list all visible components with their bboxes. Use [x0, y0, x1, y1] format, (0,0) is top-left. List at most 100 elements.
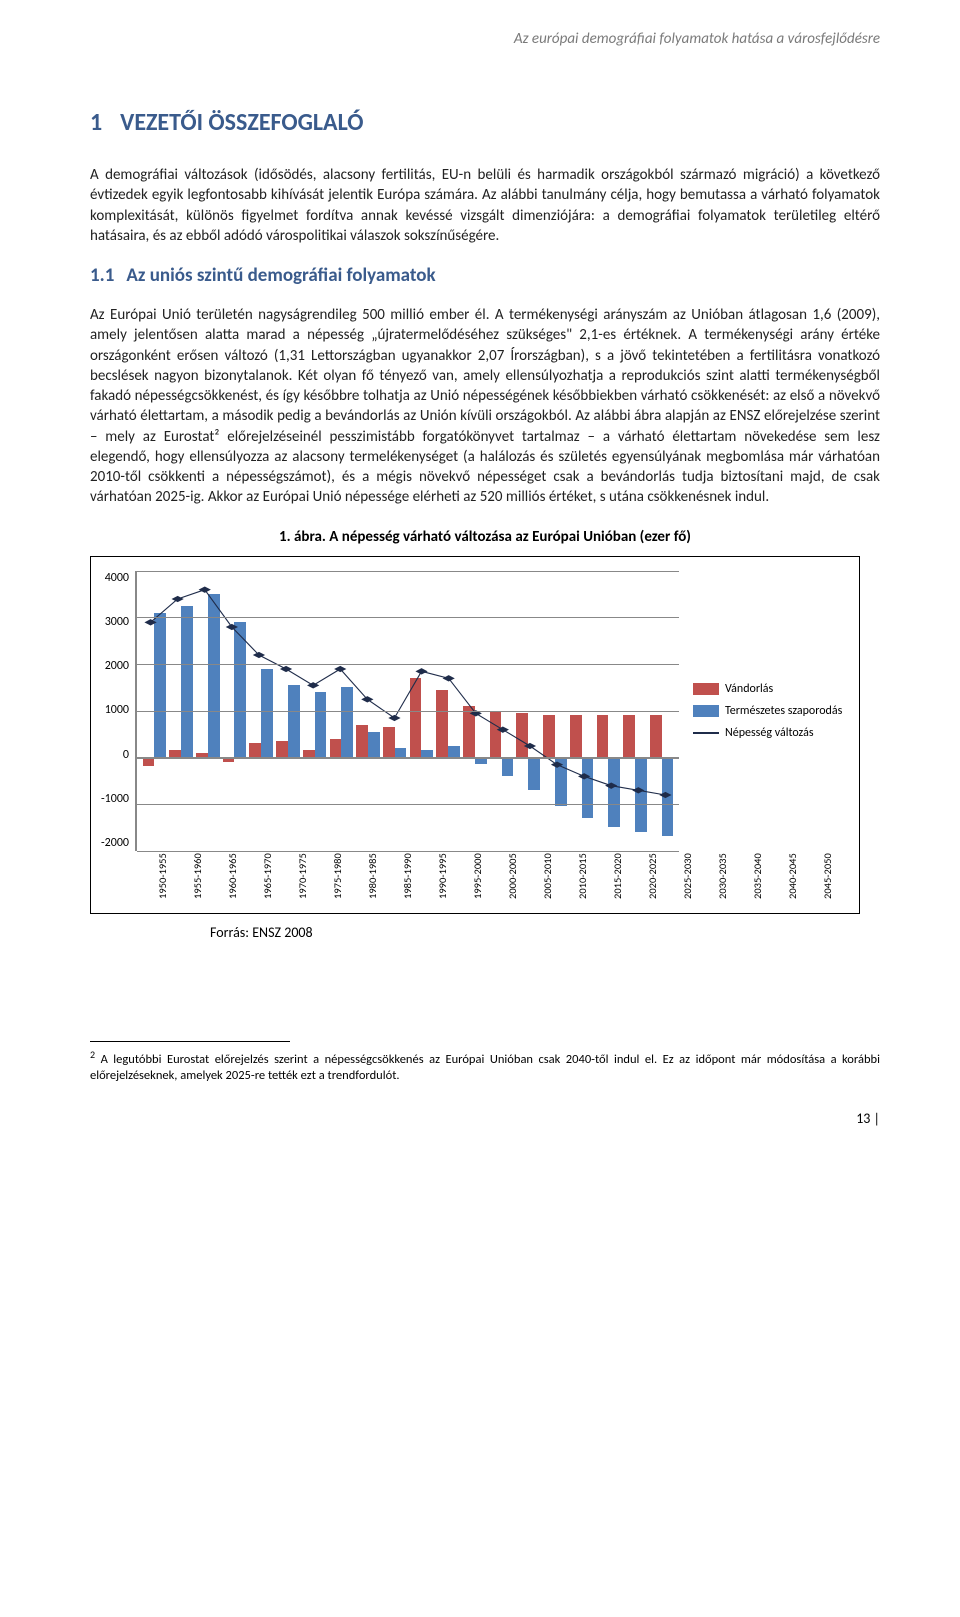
chart-plot-area: [135, 571, 679, 851]
x-tick: 1970-1975: [285, 853, 320, 909]
footnote-text: A legutóbbi Eurostat előrejelzés szerint…: [90, 1052, 880, 1083]
x-tick: 1955-1960: [180, 853, 215, 909]
legend-swatch-migration: [693, 683, 719, 695]
bar-natural: [448, 746, 460, 758]
x-tick: 2040-2045: [775, 853, 810, 909]
bar-natural: [368, 732, 380, 758]
x-tick: 2030-2035: [705, 853, 740, 909]
footnote: 2 A legutóbbi Eurostat előrejelzés szeri…: [90, 1048, 880, 1085]
chart-caption-text: A népesség várható változása az Európai …: [329, 528, 691, 546]
bar-migration: [303, 750, 315, 757]
bar-migration: [383, 727, 395, 757]
chart-caption: 1. ábra. A népesség várható változása az…: [90, 528, 880, 546]
legend-popchange: Népesség változás: [693, 726, 849, 740]
x-tick: 2045-2050: [810, 853, 845, 909]
legend-swatch-natural: [693, 705, 719, 717]
x-tick: 2020-2025: [635, 853, 670, 909]
y-tick: -1000: [101, 792, 129, 806]
gridline: [137, 617, 679, 618]
bar-natural: [395, 748, 407, 757]
y-tick: -2000: [101, 836, 129, 850]
running-header: Az európai demográfiai folyamatok hatása…: [90, 30, 880, 48]
bar-natural: [662, 757, 674, 836]
x-tick: 1990-1995: [425, 853, 460, 909]
bar-natural: [234, 622, 246, 757]
x-tick: 1960-1965: [215, 853, 250, 909]
x-tick: 1980-1985: [355, 853, 390, 909]
x-tick: 2025-2030: [670, 853, 705, 909]
y-tick: 4000: [105, 571, 129, 585]
bar-natural: [608, 757, 620, 827]
gridline: [137, 851, 679, 852]
x-axis: 1950-19551955-19601960-19651965-19701970…: [141, 853, 849, 909]
subsection-title: 1.1 Az uniós szintű demográfiai folyamato…: [90, 264, 880, 287]
paragraph-intro: A demográfiai változások (idősödés, alac…: [90, 165, 880, 246]
bar-natural: [154, 613, 166, 758]
x-tick: 2015-2020: [600, 853, 635, 909]
bar-natural: [635, 757, 647, 832]
bar-migration: [543, 715, 555, 757]
bar-natural: [341, 687, 353, 757]
gridline: [137, 664, 679, 665]
page-number: 13 |: [90, 1110, 880, 1127]
footnote-marker: 2: [90, 1048, 95, 1061]
bar-migration: [623, 715, 635, 757]
bar-migration: [249, 743, 261, 757]
y-tick: 2000: [105, 659, 129, 673]
chart-legend: Vándorlás Természetes szaporodás Népessé…: [679, 571, 849, 851]
bar-migration: [410, 678, 422, 757]
legend-natural: Természetes szaporodás: [693, 704, 849, 718]
bar-migration: [330, 739, 342, 758]
bar-migration: [597, 715, 609, 757]
legend-label-popchange: Népesség változás: [725, 726, 814, 740]
subsection-number: 1.1: [90, 264, 114, 287]
legend-line-popchange: [693, 732, 719, 734]
bar-natural: [288, 685, 300, 757]
x-tick: 2010-2015: [565, 853, 600, 909]
bar-natural: [582, 757, 594, 818]
bar-migration: [570, 715, 582, 757]
x-tick: 1965-1970: [250, 853, 285, 909]
bar-migration: [436, 690, 448, 758]
bar-migration: [516, 713, 528, 757]
footnote-separator: [90, 1041, 290, 1042]
bar-migration: [276, 741, 288, 757]
legend-label-migration: Vándorlás: [725, 682, 773, 696]
bar-migration: [356, 725, 368, 758]
x-tick: 1995-2000: [460, 853, 495, 909]
section-title-text: VEZETŐI ÖSSZEFOGLALÓ: [120, 108, 363, 137]
y-tick: 3000: [105, 615, 129, 629]
legend-label-natural: Természetes szaporodás: [725, 704, 842, 718]
y-tick: 0: [123, 748, 129, 762]
bar-natural: [208, 594, 220, 757]
chart-source: Forrás: ENSZ 2008: [210, 924, 880, 941]
legend-migration: Vándorlás: [693, 682, 849, 696]
gridline: [137, 804, 679, 805]
bar-natural: [528, 757, 540, 790]
section-title: 1 VEZETŐI ÖSSZEFOGLALÓ: [90, 108, 880, 137]
x-tick: 2000-2005: [495, 853, 530, 909]
x-tick: 1950-1955: [145, 853, 180, 909]
bar-natural: [421, 750, 433, 757]
bar-migration: [169, 750, 181, 757]
population-chart: 4000 3000 2000 1000 0 -1000 -2000 Vándorlás Te…: [90, 556, 860, 914]
section-number: 1: [90, 108, 102, 137]
bar-natural: [315, 692, 327, 757]
bar-natural: [502, 757, 514, 776]
bar-natural: [181, 606, 193, 758]
paragraph-main: Az Európai Unió területén nagyságrendile…: [90, 305, 880, 508]
bar-natural: [261, 669, 273, 758]
x-tick: 2005-2010: [530, 853, 565, 909]
x-tick: 1985-1990: [390, 853, 425, 909]
x-tick: 1975-1980: [320, 853, 355, 909]
subsection-title-text: Az uniós szintű demográfiai folyamatok: [126, 264, 435, 287]
gridline: [137, 711, 679, 712]
bar-natural: [555, 757, 567, 806]
bar-migration: [490, 711, 502, 758]
x-tick: 2035-2040: [740, 853, 775, 909]
chart-caption-prefix: 1. ábra.: [279, 528, 326, 546]
y-tick: 1000: [105, 703, 129, 717]
bar-migration: [650, 715, 662, 757]
bar-migration: [463, 706, 475, 757]
gridline: [137, 571, 679, 572]
